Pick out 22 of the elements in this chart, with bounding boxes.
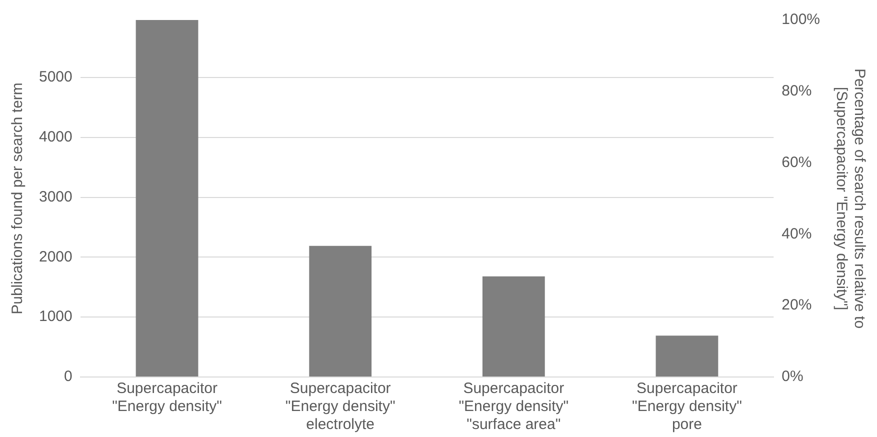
y2-tick-label: 40% <box>782 225 812 242</box>
y2-tick-label: 20% <box>782 296 812 314</box>
y-tick-label: 1000 <box>38 308 72 326</box>
y-tick-label: 0 <box>64 368 72 386</box>
x-tick-label: Supercapacitor "Energy density" pore <box>632 380 742 434</box>
x-tick-label: Supercapacitor "Energy density" <box>112 380 222 416</box>
y-tick-label: 3000 <box>38 188 72 206</box>
y-tick-label: 4000 <box>38 128 72 146</box>
y2-axis-title: Percentage of search results relative to [Supercapacitor "Energy density"] <box>832 68 868 329</box>
y-axis-title: Publications found per search term <box>9 82 26 314</box>
bar <box>482 276 545 376</box>
y-tick-label: 5000 <box>38 68 72 86</box>
y2-tick-label: 60% <box>782 154 812 171</box>
y2-tick-label: 0% <box>782 368 804 386</box>
bar <box>656 336 718 376</box>
y2-tick-label: 80% <box>782 82 812 100</box>
y2-tick-label: 100% <box>782 11 820 28</box>
x-tick-label: Supercapacitor "Energy density" "surface area" <box>458 380 569 434</box>
y-tick-label: 2000 <box>38 248 72 266</box>
bar <box>309 246 372 376</box>
bar <box>136 20 198 376</box>
x-tick-label: Supercapacitor "Energy density" electrolyte <box>285 380 396 434</box>
